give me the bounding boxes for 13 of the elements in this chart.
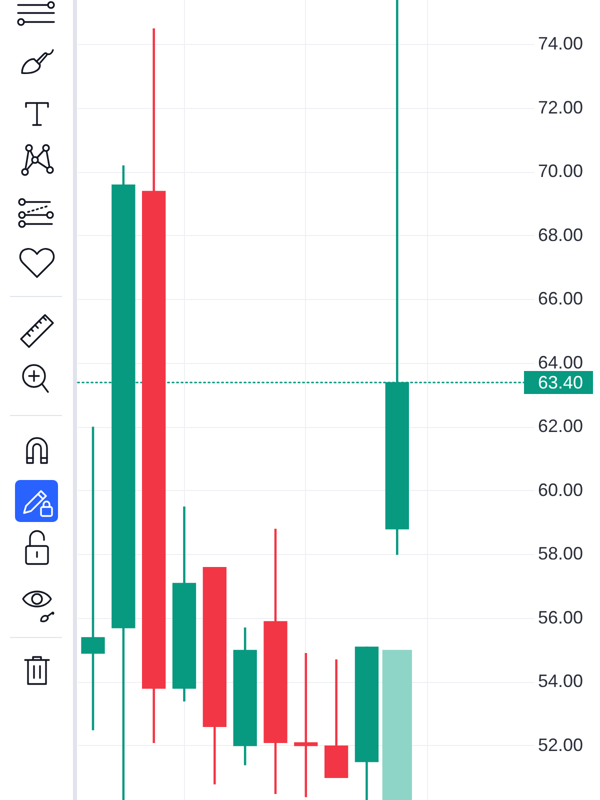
y-tick-label: 74.00	[538, 34, 584, 54]
text: 63.40	[538, 372, 584, 392]
y-tick-label: 56.00	[538, 607, 584, 628]
y-tick-label: 62.00	[538, 416, 584, 436]
y-tick-label: 72.00	[538, 97, 584, 118]
y-tick-label: 54.00	[538, 671, 584, 692]
y-tick-label: 68.00	[538, 224, 584, 245]
y-tick-label: 58.00	[538, 544, 584, 564]
y-tick-label: 52.00	[538, 734, 584, 755]
y-tick-label: 60.00	[538, 480, 584, 500]
y-tick-label: 66.00	[538, 288, 584, 309]
y-tick-label: 70.00	[538, 161, 584, 182]
y-tick-label: 64.00	[538, 352, 584, 372]
